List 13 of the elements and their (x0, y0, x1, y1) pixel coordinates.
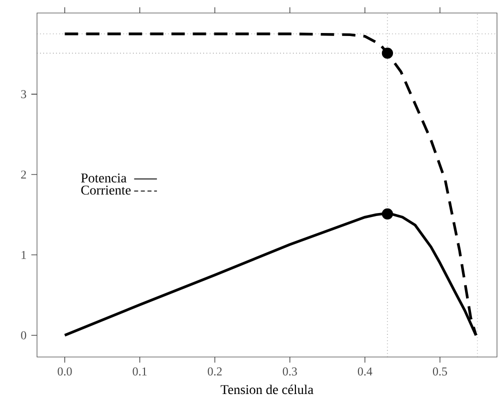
x-tick-label: 0.2 (208, 367, 222, 376)
x-tick-label: 0.3 (282, 367, 297, 376)
x-tick-label: 0.1 (132, 367, 147, 376)
y-tick-label: 2 (21, 170, 26, 179)
legend-label: Corriente (81, 186, 131, 195)
y-tick-label: 0 (21, 331, 26, 340)
x-axis-title: Tension de célula (220, 384, 314, 394)
legend-label: Potencia (81, 174, 126, 182)
y-tick-label: 3 (21, 90, 26, 98)
y-tick-label: 1 (22, 250, 26, 259)
x-tick-label: 0.0 (58, 367, 72, 376)
x-tick-label: 0.4 (358, 367, 372, 376)
x-tick-label: 0.5 (432, 367, 448, 376)
